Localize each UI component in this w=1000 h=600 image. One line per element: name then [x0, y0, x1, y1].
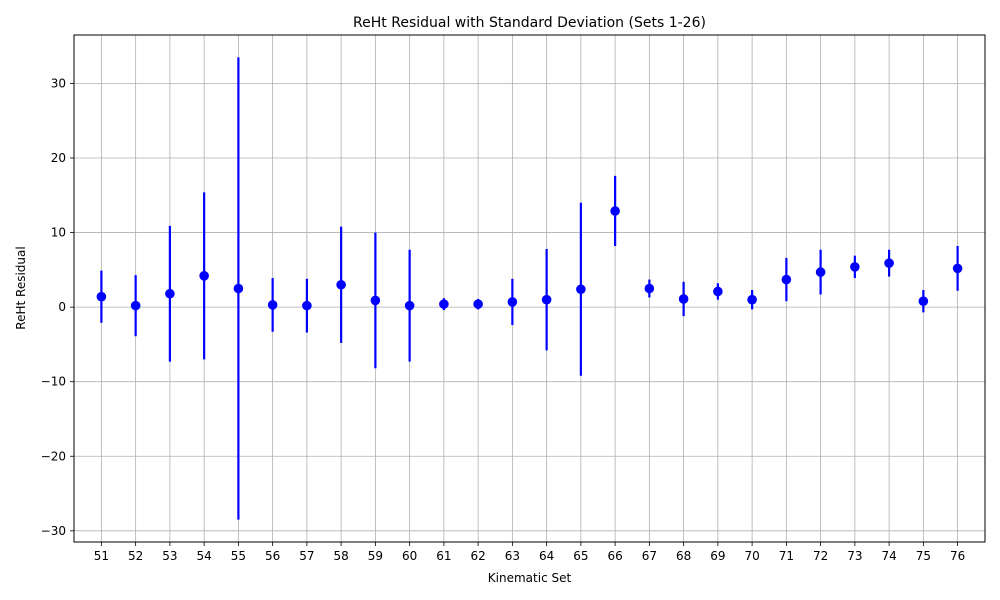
data-point — [233, 283, 244, 294]
x-tick-label: 58 — [333, 549, 348, 563]
data-point — [713, 286, 723, 297]
x-tick-label: 52 — [128, 549, 143, 563]
y-axis: −30 −20 −10 0 10 20 30 — [41, 76, 74, 538]
data-points — [96, 206, 963, 311]
data-point — [96, 291, 107, 302]
y-tick-label: −30 — [41, 524, 66, 538]
grid — [74, 35, 985, 542]
y-tick-label: 30 — [51, 76, 66, 90]
data-point — [850, 262, 860, 272]
plot-frame — [73, 34, 986, 543]
data-point — [199, 271, 209, 281]
data-point — [918, 296, 929, 306]
x-tick-label: 71 — [779, 549, 794, 563]
data-point — [130, 300, 141, 311]
data-point — [644, 283, 655, 294]
data-point — [473, 299, 483, 309]
data-point — [370, 295, 381, 306]
data-point — [610, 206, 620, 216]
data-point — [952, 263, 963, 274]
y-tick-label: 10 — [51, 226, 66, 240]
data-point — [336, 279, 346, 290]
data-point — [678, 294, 689, 304]
x-tick-label: 61 — [436, 549, 451, 563]
x-tick-label: 59 — [368, 549, 383, 563]
x-tick-label: 70 — [744, 549, 759, 563]
x-axis-label: Kinematic Set — [488, 571, 572, 585]
data-point — [747, 294, 757, 305]
data-point — [507, 297, 518, 307]
x-tick-label: 75 — [916, 549, 931, 563]
y-tick-label: −10 — [41, 375, 66, 389]
error-bars — [100, 57, 959, 520]
x-axis: 51 52 53 54 55 56 57 58 59 60 61 62 63 64 65 66 67 68 69 70… — [94, 542, 965, 563]
y-tick-label: −20 — [41, 449, 66, 463]
x-tick-label: 76 — [950, 549, 965, 563]
data-point — [884, 258, 894, 268]
x-tick-label: 55 — [231, 549, 246, 563]
data-point — [781, 274, 792, 285]
x-tick-label: 64 — [539, 549, 554, 563]
x-tick-label: 65 — [573, 549, 588, 563]
x-tick-label: 69 — [710, 549, 725, 563]
x-tick-label: 54 — [197, 549, 212, 563]
y-tick-label: 0 — [58, 300, 66, 314]
x-tick-label: 67 — [642, 549, 657, 563]
y-tick-label: 20 — [51, 151, 66, 165]
x-tick-label: 72 — [813, 549, 828, 563]
x-tick-label: 68 — [676, 549, 691, 563]
x-tick-label: 60 — [402, 549, 417, 563]
data-point — [404, 300, 415, 311]
x-tick-label: 74 — [881, 549, 896, 563]
data-point — [267, 300, 278, 310]
data-point — [815, 267, 826, 277]
x-tick-label: 66 — [607, 549, 622, 563]
x-tick-label: 53 — [162, 549, 177, 563]
data-point — [576, 284, 586, 295]
x-tick-label: 56 — [265, 549, 280, 563]
data-point — [439, 299, 449, 309]
data-point — [165, 288, 175, 299]
x-tick-label: 73 — [847, 549, 862, 563]
data-point — [541, 294, 552, 305]
x-tick-label: 63 — [505, 549, 520, 563]
data-point — [302, 300, 312, 311]
x-tick-label: 62 — [470, 549, 485, 563]
x-tick-label: 57 — [299, 549, 314, 563]
y-axis-label: ReHt Residual — [14, 246, 28, 329]
chart-title: ReHt Residual with Standard Deviation (S… — [353, 15, 706, 31]
x-tick-label: 51 — [94, 549, 109, 563]
